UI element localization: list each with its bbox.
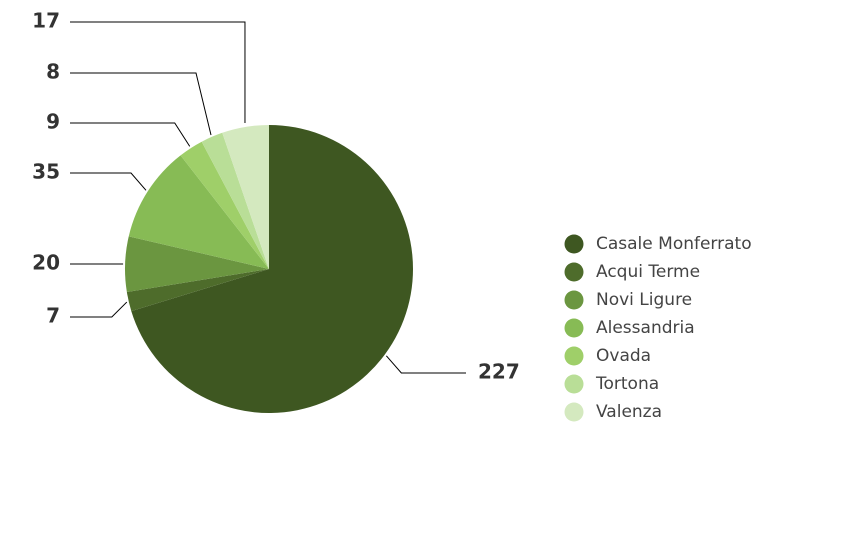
value-label-alessandria: 35 [32,160,60,184]
leader-line-alessandria [70,172,147,191]
legend-item-tortona: Tortona [564,374,659,394]
value-label-valenza: 17 [32,9,60,33]
leader-line-acqui-terme [70,301,128,318]
pie-slice-alessandria [128,155,269,269]
legend-item-alessandria: Alessandria [564,318,695,338]
value-labels: 227 7 20 35 9 8 17 [32,9,520,384]
pie-slice-casale-monferrato [131,125,413,414]
legend-swatch-alessandria [564,318,584,338]
legend-label-acqui-terme: Acqui Terme [596,262,700,282]
leader-line-valenza [70,21,246,123]
legend-label-casale-monferrato: Casale Monferrato [596,234,752,254]
legend-label-tortona: Tortona [595,374,659,394]
leader-line-ovada [70,122,191,147]
legend-item-novi-ligure: Novi Ligure [564,290,692,310]
value-label-ovada: 9 [46,110,60,134]
legend-swatch-casale-monferrato [564,234,584,254]
pie-slice-novi-ligure [125,236,269,293]
value-label-acqui-terme: 7 [46,304,60,328]
pie-slice-tortona [201,132,269,269]
legend-item-valenza: Valenza [564,402,662,422]
leader-line-casale-monferrato [385,355,466,374]
legend-item-casale-monferrato: Casale Monferrato [564,234,752,254]
value-label-novi-ligure: 20 [32,251,60,275]
legend-swatch-tortona [564,374,584,394]
legend-swatch-acqui-terme [564,262,584,282]
pie-slice-acqui-terme [126,269,269,312]
legend-label-valenza: Valenza [596,402,662,422]
value-label-tortona: 8 [46,60,60,84]
legend-swatch-novi-ligure [564,290,584,310]
legend-item-ovada: Ovada [564,346,651,366]
legend-label-novi-ligure: Novi Ligure [596,290,692,310]
pie-slice-ovada [180,141,269,269]
legend-label-alessandria: Alessandria [596,318,695,338]
legend-label-ovada: Ovada [596,346,651,366]
legend-item-acqui-terme: Acqui Terme [564,262,700,282]
legend-swatch-ovada [564,346,584,366]
pie-slice-valenza [222,125,269,269]
legend-swatch-valenza [564,402,584,422]
leader-line-tortona [70,72,212,136]
value-label-casale-monferrato: 227 [478,360,520,384]
legend: Casale Monferrato Acqui Terme Novi Ligure A… [564,234,752,422]
pie-slices [125,125,413,414]
